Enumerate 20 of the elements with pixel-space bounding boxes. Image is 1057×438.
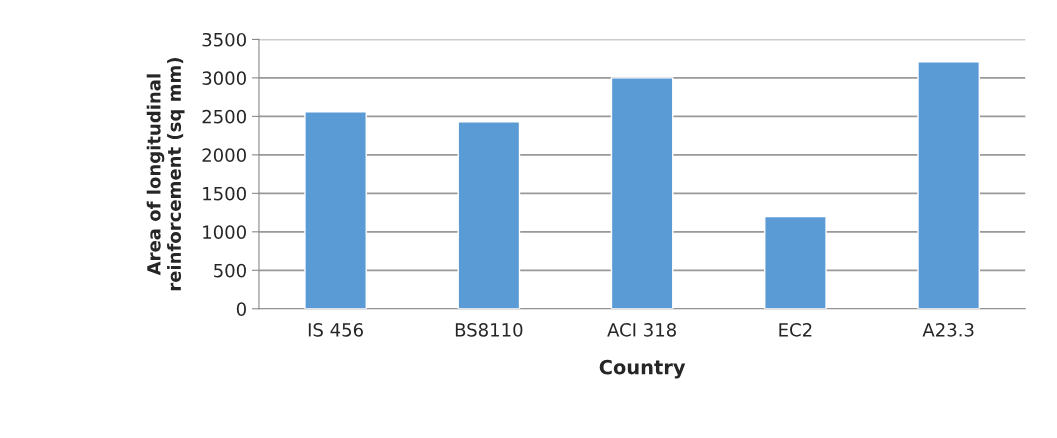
bar: [764, 215, 827, 309]
bar: [457, 121, 521, 309]
y-tick-label: 0: [236, 302, 246, 316]
y-tick-label: 3000: [202, 71, 246, 86]
x-tick-label: ACI 318: [607, 323, 676, 337]
x-axis-title: Country: [599, 359, 686, 379]
bar: [610, 77, 674, 309]
bar: [304, 111, 367, 309]
y-tick-label: 2000: [202, 148, 246, 162]
bar: [917, 61, 981, 309]
x-tick-label: EC2: [779, 323, 812, 337]
x-tick-label: IS 456: [308, 323, 363, 337]
y-tick-label: 500: [214, 263, 246, 278]
y-tick-label: 3500: [202, 32, 246, 47]
x-tick-label: A23.3: [922, 323, 974, 337]
y-axis-title: Area of longitudinal reinforcement (sq mm): [146, 58, 185, 291]
x-tick-label: BS8110: [455, 323, 523, 337]
y-tick-label: 1000: [203, 225, 246, 239]
y-tick-label: 1500: [203, 186, 246, 201]
y-tick-label: 2500: [202, 109, 246, 124]
